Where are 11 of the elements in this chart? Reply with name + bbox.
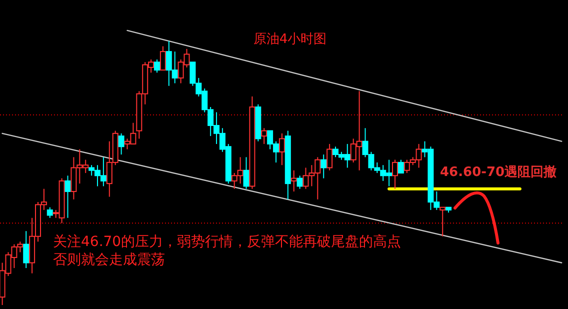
chart-title: 原油4小时图 bbox=[253, 32, 327, 47]
candlestick bbox=[290, 170, 297, 192]
candlestick bbox=[64, 175, 71, 218]
annotation: 关注46.70的压力，弱势行情，反弹不能再破尾盘的高点 bbox=[53, 234, 402, 250]
candlestick bbox=[249, 96, 256, 190]
annotation: 否则就会走成震荡 bbox=[53, 252, 165, 268]
candlestick bbox=[261, 128, 268, 144]
annotation: 46.60-70遇阻回撤 bbox=[440, 164, 557, 180]
candlestick bbox=[243, 156, 250, 190]
candlestick bbox=[320, 154, 327, 179]
candlestick bbox=[296, 175, 303, 190]
